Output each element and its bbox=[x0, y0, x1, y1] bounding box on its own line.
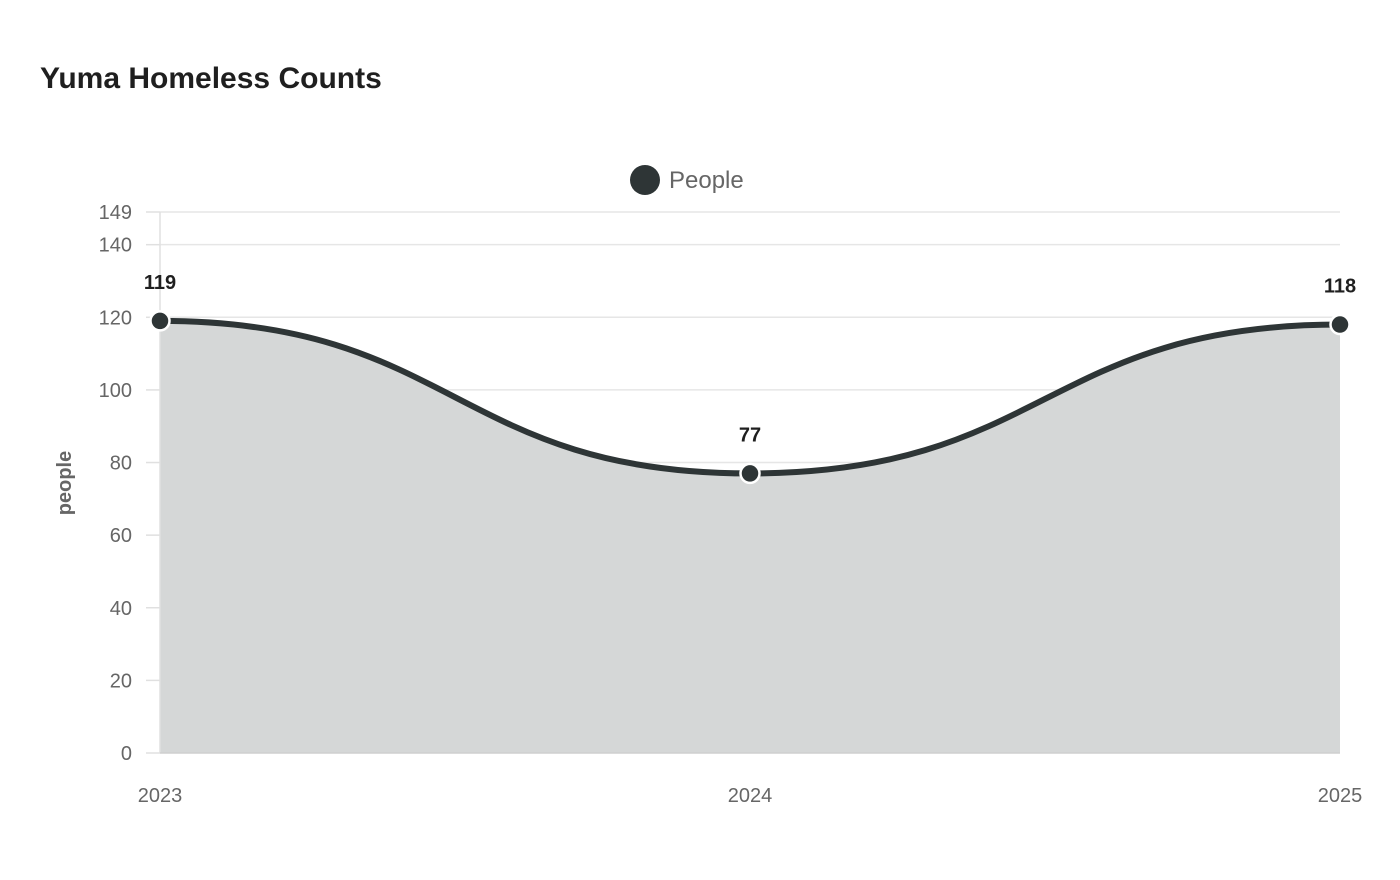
y-tick-label: 149 bbox=[99, 202, 132, 224]
data-labels: 119 77 118 bbox=[144, 272, 1356, 446]
data-label: 119 bbox=[144, 272, 176, 294]
y-axis-label: people bbox=[54, 451, 76, 515]
area-fill-layer bbox=[160, 320, 1340, 753]
data-label: 77 bbox=[739, 424, 761, 446]
data-point[interactable] bbox=[149, 310, 171, 332]
y-tick-label: 0 bbox=[121, 743, 132, 765]
legend[interactable]: People bbox=[630, 165, 744, 195]
y-tick-label: 40 bbox=[110, 598, 132, 620]
axes bbox=[146, 211, 1340, 754]
x-tick-label: 2023 bbox=[138, 785, 183, 807]
tick-labels: 0 20 40 60 80 100 120 140 149 2023 2024 2025 bbox=[99, 202, 1363, 807]
area-fill-people bbox=[160, 320, 1340, 753]
y-tick-label: 100 bbox=[99, 380, 132, 402]
data-point[interactable] bbox=[1329, 313, 1351, 336]
legend-swatch-people[interactable] bbox=[630, 165, 660, 195]
y-tick-label: 60 bbox=[110, 525, 132, 547]
y-tick-label: 120 bbox=[99, 307, 132, 329]
data-points bbox=[149, 310, 1351, 485]
x-tick-label: 2025 bbox=[1318, 785, 1363, 807]
y-tick-label: 20 bbox=[110, 670, 132, 692]
y-tick-label: 80 bbox=[110, 453, 132, 475]
y-tick-label: 140 bbox=[99, 235, 132, 257]
chart-title: Yuma Homeless Counts bbox=[40, 62, 382, 95]
data-label: 118 bbox=[1324, 276, 1356, 298]
data-point[interactable] bbox=[739, 462, 761, 485]
x-tick-label: 2024 bbox=[728, 785, 773, 807]
legend-label-people[interactable]: People bbox=[669, 167, 744, 194]
